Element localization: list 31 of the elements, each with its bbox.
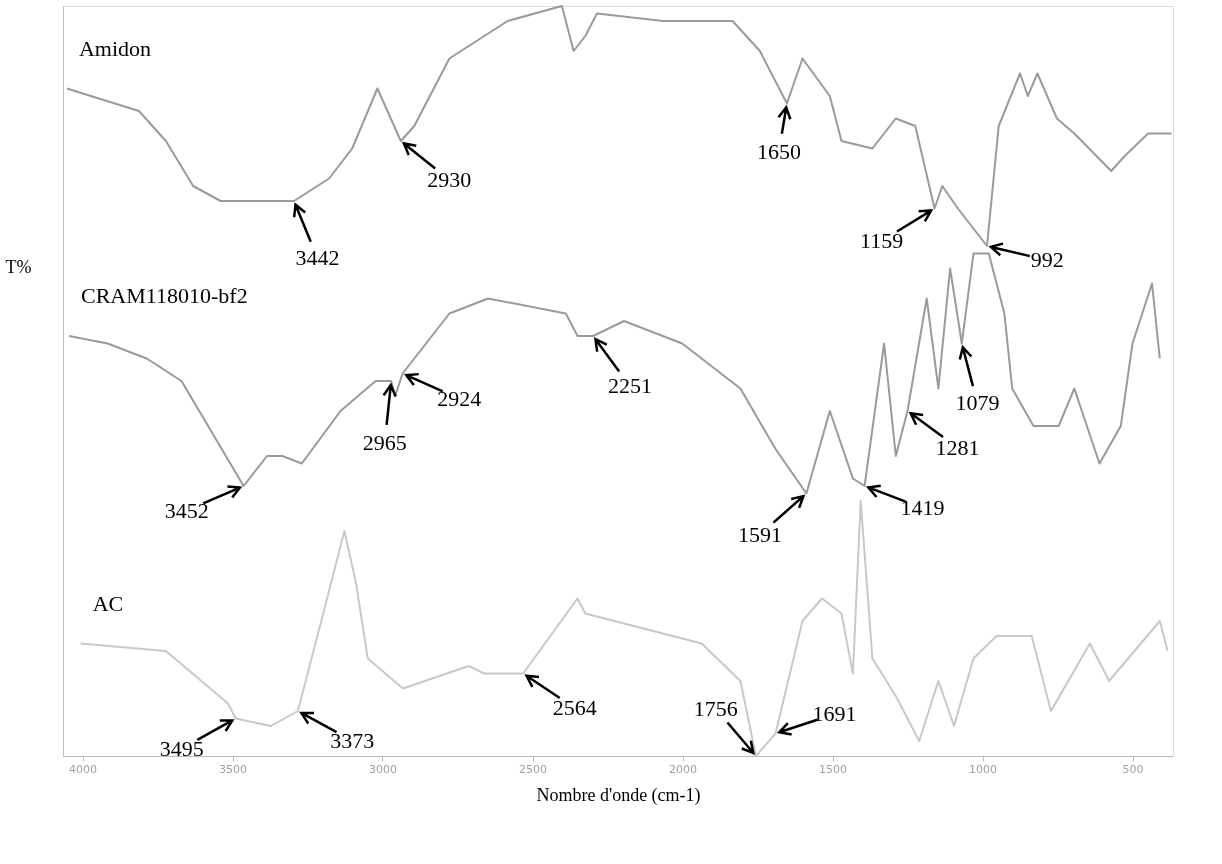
annotation: 992 xyxy=(1030,247,1064,273)
annotation: 3452 xyxy=(164,497,209,523)
annotation: 2564 xyxy=(552,695,597,721)
x-tick-label: 2500 xyxy=(519,762,547,776)
annotation: 2930 xyxy=(427,166,472,192)
annotation: 3373 xyxy=(330,727,375,753)
x-tick-label: 4000 xyxy=(69,762,97,776)
annotation: 3442 xyxy=(295,245,340,271)
annotation: 1691 xyxy=(812,701,857,727)
annotation: 3495 xyxy=(159,735,204,761)
series-label: Amidon xyxy=(78,35,152,61)
x-tick-label: 500 xyxy=(1122,762,1144,776)
x-tick-label: 2000 xyxy=(669,762,697,776)
annotation: 1650 xyxy=(756,138,801,164)
annotation: 1281 xyxy=(935,434,980,460)
annotation: 1419 xyxy=(900,495,945,521)
series-label: AC xyxy=(92,590,124,616)
annotation: 2251 xyxy=(607,372,652,398)
annotation: 2965 xyxy=(362,429,407,455)
x-tick-label: 3500 xyxy=(219,762,247,776)
annotation: 1756 xyxy=(693,695,738,721)
x-tick-label: 1500 xyxy=(819,762,847,776)
annotation: 2924 xyxy=(437,385,482,411)
annotation: 1079 xyxy=(955,390,1000,416)
x-tick-label: 3000 xyxy=(369,762,397,776)
annotation: 1159 xyxy=(860,227,904,253)
annotation: 1591 xyxy=(737,521,782,547)
x-axis-title: Nombre d'onde (cm-1) xyxy=(536,784,701,806)
y-axis-title: T% xyxy=(5,256,32,277)
series-label: CRAM118010-bf2 xyxy=(81,283,248,308)
x-tick-label: 1000 xyxy=(969,762,997,776)
